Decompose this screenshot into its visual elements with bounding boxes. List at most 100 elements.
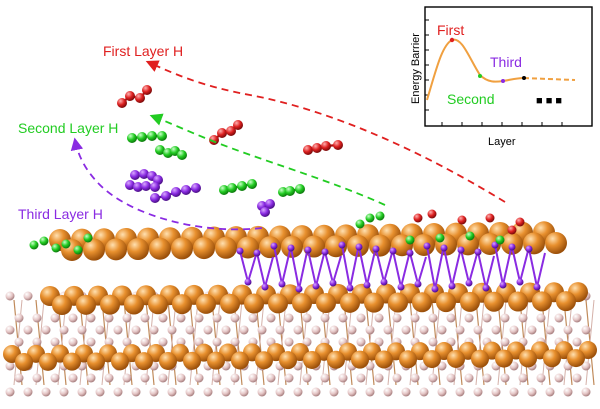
substrate-atom [248,313,258,323]
substrate-atom [50,313,60,323]
h-bond [290,247,300,290]
substrate-bond [541,299,551,386]
h-bond [332,255,342,284]
substrate-atom [455,325,465,335]
substrate-atom [365,325,375,335]
first-layer-h-atom [233,120,243,130]
second-layer-h-atom [61,239,71,249]
substrate-atom [149,325,159,335]
metal-atom [364,292,384,313]
first-layer-h-atom [515,217,525,227]
substrate-atom [284,313,294,323]
metal-atom [447,349,465,368]
substrate-atom [311,387,321,397]
second-layer-h-atom [39,236,49,246]
substrate-atom [23,325,33,335]
substrate-atom [500,373,510,383]
substrate-atom [293,387,303,397]
substrate-atom [275,325,285,335]
third-layer-h-atom [150,193,160,203]
substrate-atom [14,337,24,347]
substrate-atom [428,337,438,347]
substrate-atom [383,325,393,335]
h-bond [315,253,325,287]
substrate-atom [464,373,474,383]
third-layer-h-atom [508,243,516,251]
third-layer-h-atom [482,284,490,292]
substrate-atom [491,387,501,397]
substrate-atom [185,387,195,397]
metal-atom [87,352,105,371]
inset-ellipsis: ■ ■ ■ [536,95,562,107]
substrate-atom [563,325,573,335]
substrate-atom [581,361,591,371]
substrate-atom [554,373,564,383]
substrate-atom [392,313,402,323]
substrate-atom [140,313,150,323]
metal-atom [292,293,312,314]
h-bond [511,246,521,283]
substrate-atom [158,313,168,323]
h-bond [434,249,444,290]
first-layer-arrow [145,60,506,203]
substrate-atom [401,325,411,335]
metal-atom [508,291,528,312]
metal-atom [399,350,417,369]
substrate-atom [59,387,69,397]
substrate-atom [536,373,546,383]
second-layer-arrow [149,113,386,206]
h-bond [273,245,283,285]
substrate-atom [536,313,546,323]
metal-atom [100,294,120,315]
next-point-marker [522,76,526,80]
substrate-atom [383,387,393,397]
substrate-atom [527,387,537,397]
metal-atom [148,294,168,315]
second-layer-h-atom [73,245,83,255]
substrate-atom [122,313,132,323]
second-layer-label: Second Layer H [18,120,118,136]
third-layer-h-atom [474,248,482,256]
substrate-atom [5,387,15,397]
third-layer-h-atom [457,246,465,254]
first-layer-h-atom [333,140,343,150]
substrate-atom [464,313,474,323]
surface-adsorbed-h [29,209,525,255]
substrate-atom [545,387,555,397]
substrate-atom [401,387,411,397]
substrate-atom [320,373,330,383]
substrate-atom [203,387,213,397]
substrate-atom [248,373,258,383]
desorbing-h-molecules [117,85,343,217]
third-layer-h-atom [372,245,380,253]
substrate-atom [428,373,438,383]
metal-atom [543,349,561,368]
substrate-atom [302,373,312,383]
h-bond [460,249,470,284]
inset-second-label: Second [447,91,494,107]
metal-atom [471,349,489,368]
substrate-atom [356,337,366,347]
substrate-atom [230,373,240,383]
metal-atom [412,292,432,313]
substrate-atom [194,313,204,323]
substrate-atom [131,387,141,397]
third-layer-h-atom [141,181,151,191]
metal-atom [303,350,321,369]
substrate-atom [257,325,267,335]
substrate-atom [572,313,582,323]
second-layer-h-atom [295,184,305,194]
metal-atom [171,237,193,260]
h-bond [528,248,538,288]
third-layer-label: Third Layer H [18,206,103,222]
metal-atom [15,353,33,371]
substrate-atom [50,337,60,347]
metal-atom [149,237,171,260]
metal-atom [244,293,264,314]
third-layer-h-atom [533,283,541,291]
third-layer-h-atom [440,244,448,252]
substrate-atom [239,387,249,397]
h-bond [349,248,359,289]
metal-atom [484,291,504,312]
